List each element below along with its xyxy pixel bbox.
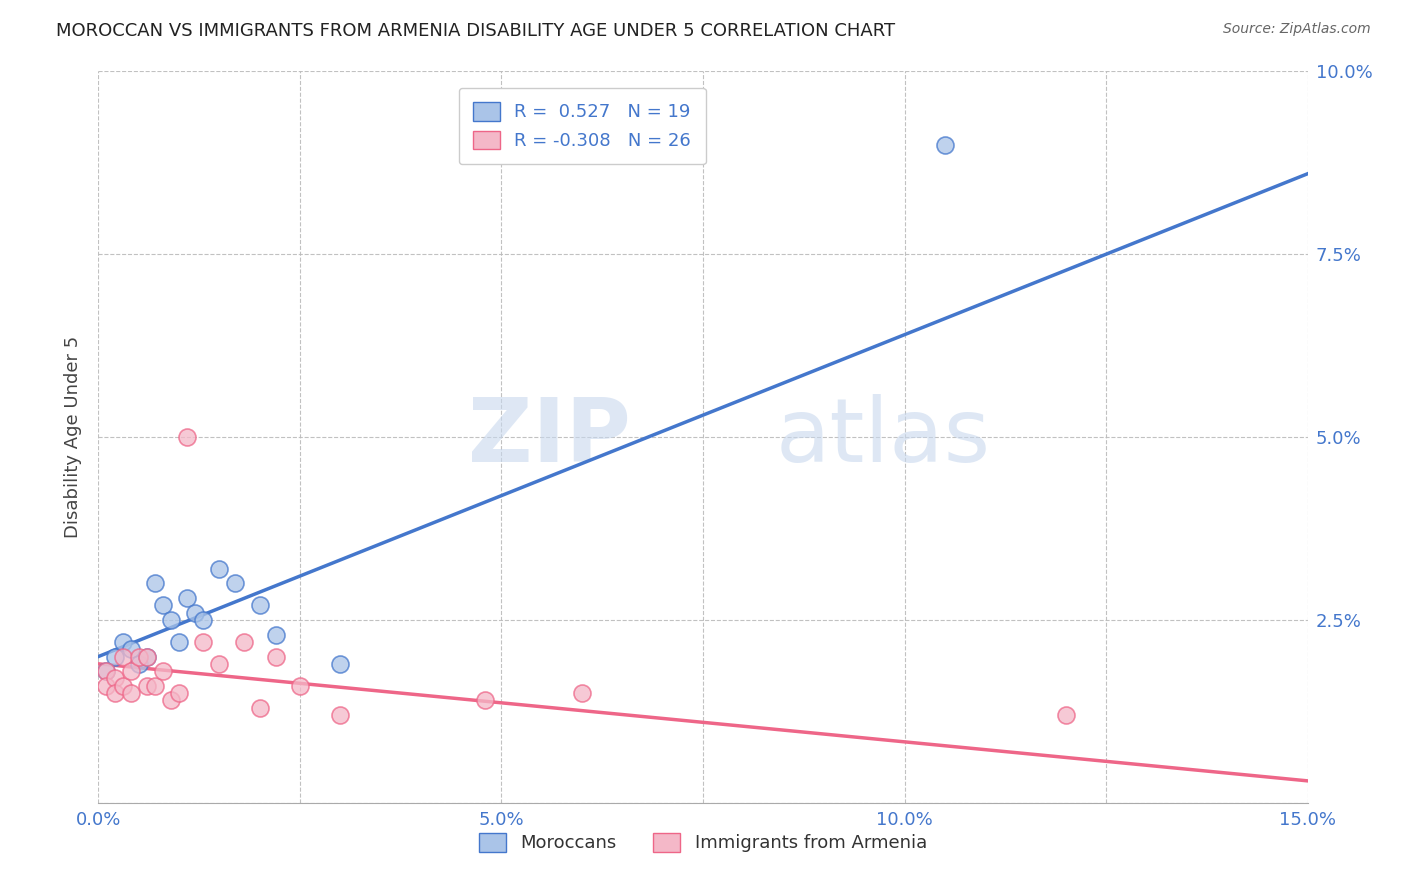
Point [103, 686, 125, 700]
Point [232, 635, 254, 649]
Point [176, 430, 198, 444]
Point [160, 613, 183, 627]
Point [128, 657, 150, 671]
Point [1054, 708, 1077, 723]
Point [96, 664, 118, 678]
Y-axis label: Disability Age Under 5: Disability Age Under 5 [63, 336, 82, 538]
Point [571, 686, 593, 700]
Point [249, 700, 271, 714]
Legend: Moroccans, Immigrants from Armenia: Moroccans, Immigrants from Armenia [472, 826, 934, 860]
Text: atlas: atlas [776, 393, 991, 481]
Point [474, 693, 496, 707]
Point [135, 649, 157, 664]
Point [208, 657, 231, 671]
Point [152, 664, 174, 678]
Point [184, 606, 207, 620]
Point [249, 599, 271, 613]
Point [143, 679, 166, 693]
Point [111, 679, 134, 693]
Point [143, 576, 166, 591]
Point [111, 635, 134, 649]
Point [193, 613, 215, 627]
Point [264, 649, 287, 664]
Point [264, 627, 287, 641]
Point [329, 708, 352, 723]
Point [103, 649, 125, 664]
Point [96, 664, 118, 678]
Point [288, 679, 311, 693]
Point [135, 679, 157, 693]
Point [329, 657, 352, 671]
Point [96, 679, 118, 693]
Point [193, 635, 215, 649]
Point [128, 649, 150, 664]
Text: Source: ZipAtlas.com: Source: ZipAtlas.com [1223, 22, 1371, 37]
Point [208, 562, 231, 576]
Point [934, 137, 956, 152]
Point [135, 649, 157, 664]
Point [120, 642, 142, 657]
Text: ZIP: ZIP [468, 393, 630, 481]
Point [120, 664, 142, 678]
Point [111, 649, 134, 664]
Point [167, 635, 190, 649]
Point [176, 591, 198, 605]
Point [160, 693, 183, 707]
Point [224, 576, 246, 591]
Point [152, 599, 174, 613]
Point [103, 672, 125, 686]
Text: MOROCCAN VS IMMIGRANTS FROM ARMENIA DISABILITY AGE UNDER 5 CORRELATION CHART: MOROCCAN VS IMMIGRANTS FROM ARMENIA DISA… [56, 22, 896, 40]
Point [120, 686, 142, 700]
Point [167, 686, 190, 700]
